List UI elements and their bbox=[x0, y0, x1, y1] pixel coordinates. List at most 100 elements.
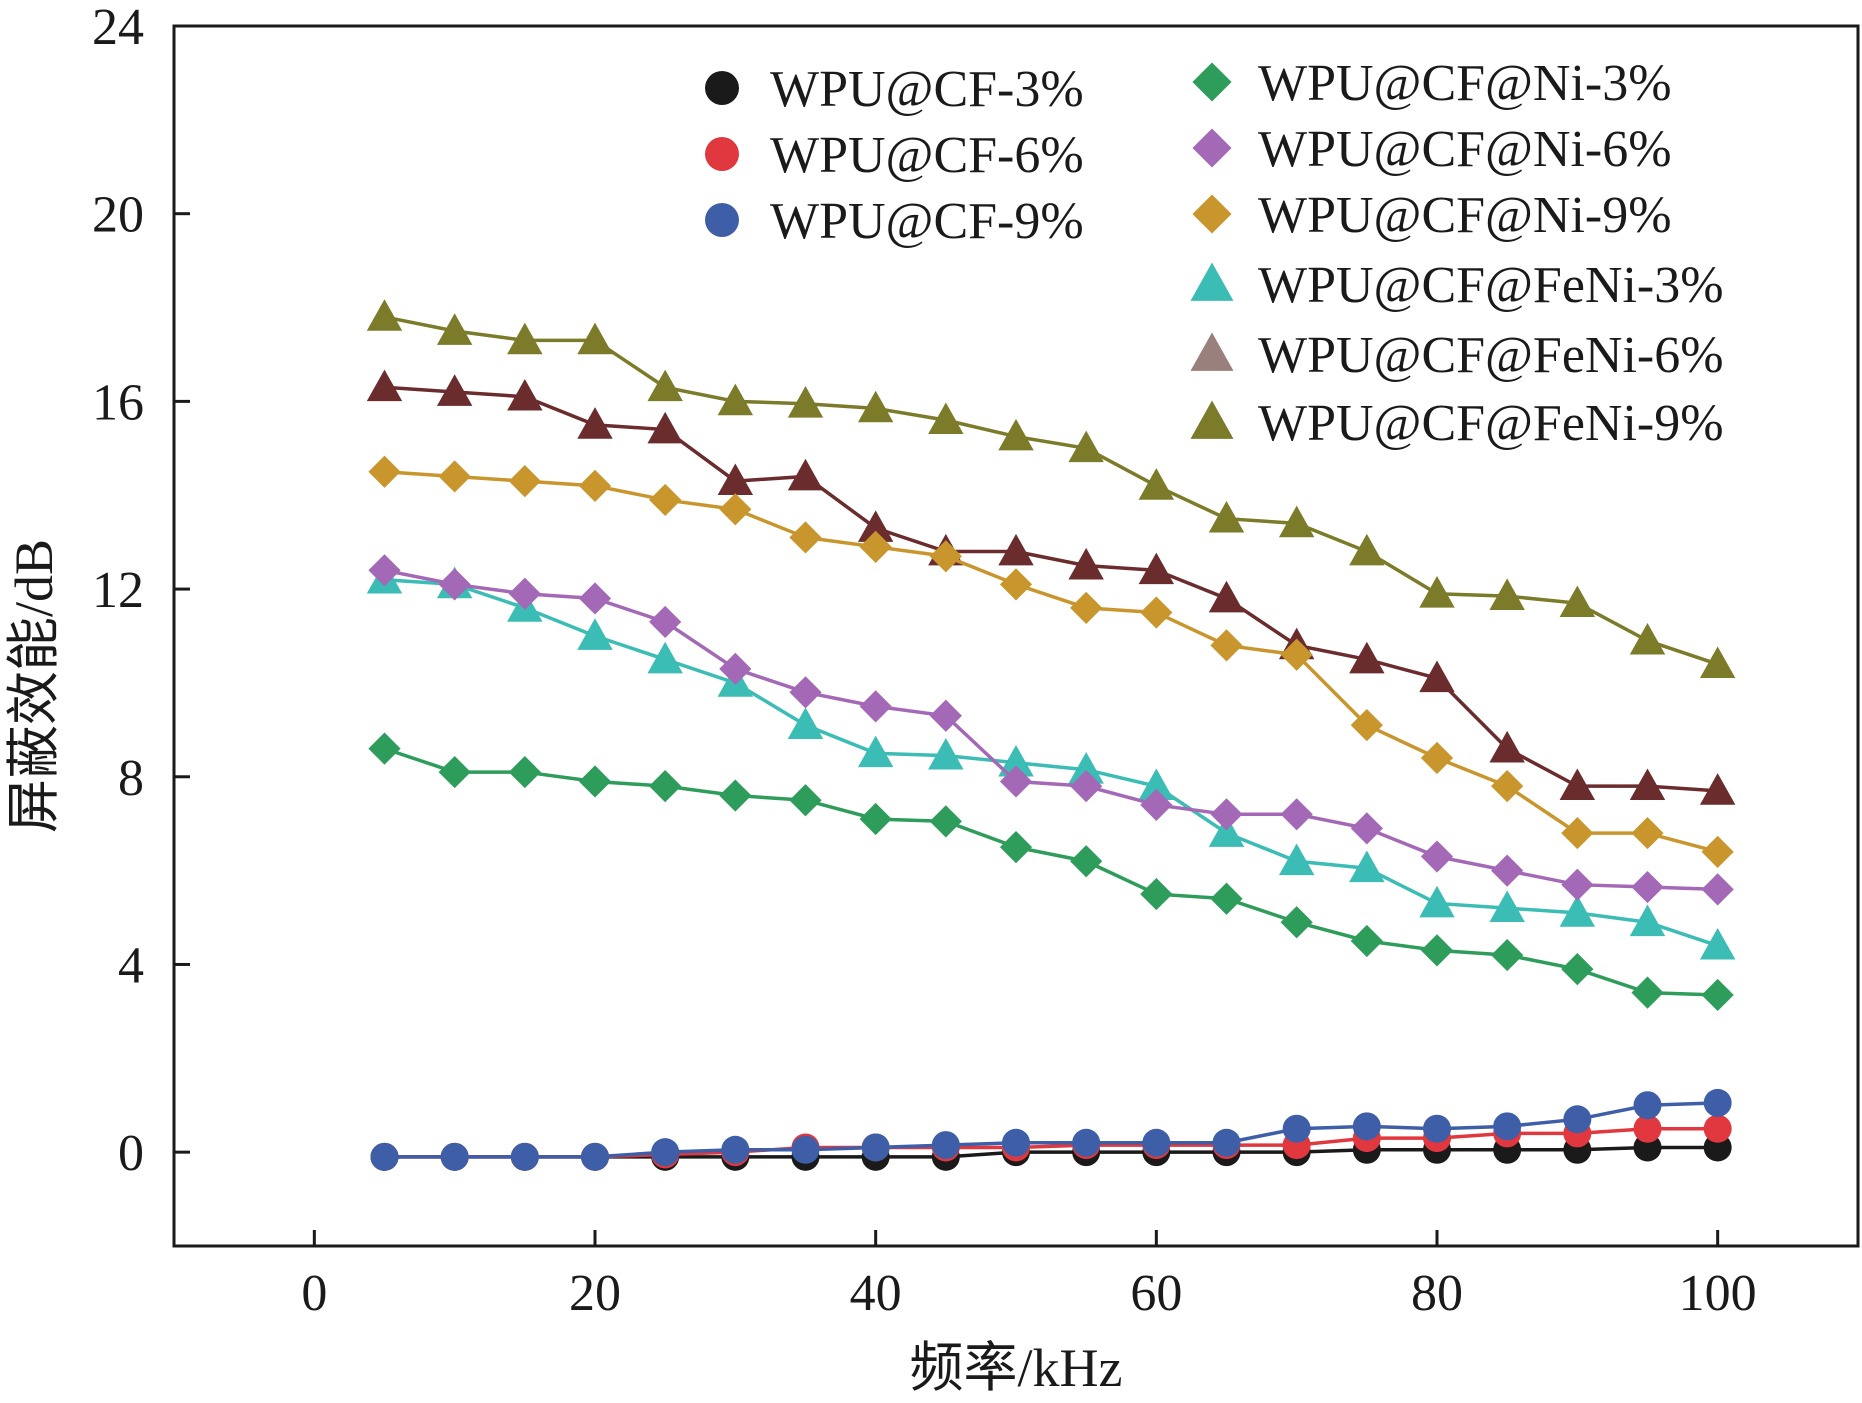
legend-marker bbox=[1192, 128, 1232, 168]
data-point bbox=[1559, 895, 1596, 927]
y-tick-label: 24 bbox=[92, 0, 144, 56]
data-point bbox=[999, 765, 1033, 798]
x-tick-label: 60 bbox=[1130, 1265, 1182, 1322]
data-point bbox=[1068, 430, 1104, 463]
data-point bbox=[1420, 934, 1454, 967]
x-tick-label: 0 bbox=[301, 1265, 327, 1322]
y-axis-title: 屏蔽效能/dB bbox=[4, 539, 64, 833]
data-point bbox=[928, 402, 964, 435]
data-point bbox=[859, 690, 892, 723]
data-point bbox=[1561, 816, 1594, 850]
legend-item: WPU@CF@FeNi-6% bbox=[1190, 327, 1724, 384]
data-point bbox=[1631, 870, 1664, 904]
data-point bbox=[577, 407, 613, 439]
data-point bbox=[1561, 953, 1594, 986]
axes: 0 20 40 60 80 100 0 4 8 12 16 20 24 bbox=[92, 0, 1860, 1322]
data-point bbox=[366, 369, 403, 402]
y-tick-label: 0 bbox=[118, 1125, 144, 1182]
series-line bbox=[384, 385, 1718, 793]
legend-label: WPU@CF@FeNi-3% bbox=[1258, 257, 1724, 314]
data-point bbox=[1349, 533, 1385, 566]
data-point bbox=[438, 755, 471, 789]
data-point bbox=[1489, 890, 1525, 923]
data-point bbox=[1282, 1114, 1311, 1143]
data-point bbox=[1138, 768, 1175, 801]
data-point bbox=[368, 732, 401, 765]
legend-marker bbox=[705, 203, 739, 237]
legend-marker bbox=[1190, 262, 1234, 301]
data-point bbox=[647, 411, 683, 444]
legend-marker bbox=[705, 71, 739, 105]
data-point bbox=[1631, 976, 1664, 1009]
data-point bbox=[1208, 580, 1245, 613]
legend-item: WPU@CF-3% bbox=[705, 61, 1084, 118]
data-point bbox=[1559, 585, 1596, 618]
data-point bbox=[719, 493, 752, 526]
legend-label: WPU@CF@Ni-9% bbox=[1258, 187, 1672, 244]
legend-item: WPU@CF@Ni-3% bbox=[1192, 55, 1672, 112]
series-WPU@CF@Ni-6% bbox=[368, 554, 1734, 906]
data-point bbox=[1701, 978, 1734, 1012]
data-point bbox=[1419, 885, 1455, 918]
data-point bbox=[578, 582, 612, 615]
data-point bbox=[1561, 868, 1594, 901]
data-point bbox=[1068, 547, 1104, 580]
data-point bbox=[857, 510, 894, 542]
series-WPU@CF-9% bbox=[370, 1088, 1732, 1171]
y-tick-label: 12 bbox=[92, 562, 144, 619]
data-point bbox=[787, 458, 824, 491]
data-point bbox=[1072, 1128, 1101, 1157]
legend-item: WPU@CF@FeNi-3% bbox=[1190, 257, 1724, 314]
data-point bbox=[1280, 798, 1313, 831]
data-point bbox=[647, 369, 683, 402]
data-point bbox=[1002, 1128, 1030, 1157]
data-point bbox=[1070, 591, 1103, 624]
data-point bbox=[717, 463, 754, 496]
plot-frame bbox=[172, 24, 1860, 1248]
legend-marker bbox=[705, 137, 739, 171]
data-point bbox=[1349, 641, 1385, 674]
legend-item: WPU@CF-6% bbox=[705, 127, 1084, 184]
data-point bbox=[1140, 788, 1173, 822]
data-point bbox=[1212, 1128, 1241, 1157]
series-WPU@CF@Ni-9% bbox=[368, 455, 1734, 868]
data-point bbox=[1631, 816, 1664, 850]
data-point bbox=[931, 1131, 960, 1160]
data-point bbox=[368, 455, 401, 488]
data-point bbox=[1699, 646, 1736, 679]
data-point bbox=[438, 568, 471, 601]
x-tick-label: 100 bbox=[1679, 1265, 1757, 1322]
legend-label: WPU@CF@Ni-3% bbox=[1258, 55, 1672, 112]
series-WPU@CF@Ni-3% bbox=[368, 732, 1734, 1012]
data-point bbox=[440, 1142, 469, 1171]
data-point bbox=[1629, 904, 1666, 937]
data-point bbox=[1701, 873, 1734, 906]
data-point bbox=[510, 1142, 539, 1171]
legend-item: WPU@CF-9% bbox=[705, 193, 1084, 250]
data-point bbox=[1350, 924, 1383, 958]
data-point bbox=[929, 540, 962, 573]
data-point bbox=[998, 418, 1034, 451]
x-tick-label: 20 bbox=[569, 1265, 621, 1322]
data-point bbox=[508, 755, 541, 789]
legend-label: WPU@CF@Ni-6% bbox=[1258, 121, 1672, 178]
data-point bbox=[577, 618, 613, 650]
data-point bbox=[1349, 850, 1385, 883]
data-point bbox=[1350, 709, 1383, 742]
data-point bbox=[1703, 1114, 1732, 1143]
legend-item: WPU@CF@FeNi-9% bbox=[1190, 395, 1724, 452]
legend-label: WPU@CF-6% bbox=[770, 127, 1084, 184]
y-tick-label: 4 bbox=[118, 937, 144, 994]
y-tick-label: 8 bbox=[118, 750, 144, 807]
data-point bbox=[859, 530, 892, 563]
data-point bbox=[1138, 552, 1175, 585]
data-point bbox=[508, 465, 541, 498]
data-point bbox=[787, 386, 824, 418]
data-point bbox=[507, 378, 543, 411]
legend-label: WPU@CF@FeNi-6% bbox=[1258, 327, 1724, 384]
data-point bbox=[791, 1135, 820, 1164]
data-point bbox=[1208, 500, 1245, 533]
data-point bbox=[719, 652, 752, 685]
data-point bbox=[1703, 1088, 1732, 1117]
x-axis-title: 频率/kHz bbox=[910, 1338, 1123, 1398]
